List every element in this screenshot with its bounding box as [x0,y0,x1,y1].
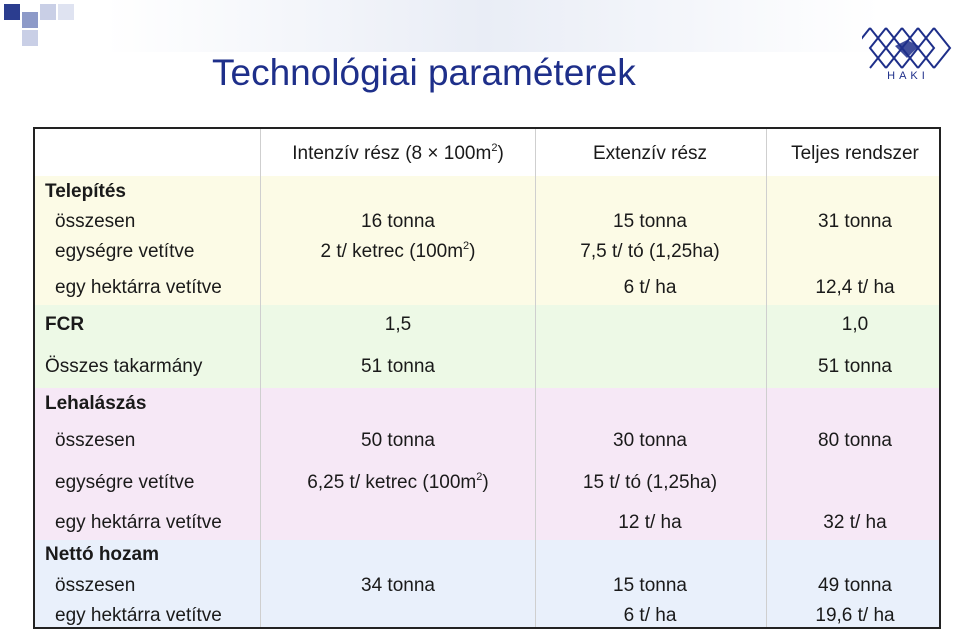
row-label: egységre vetítve [55,241,195,262]
cell-value: 80 tonna [818,430,892,451]
cell-value: 32 t/ ha [823,512,887,533]
cell-value: 15 tonna [613,211,687,232]
band-telepites [35,176,939,305]
times-sign: × [427,143,439,164]
row-label: Összes takarmány [45,356,203,377]
header-total: Teljes rendszer [791,143,919,164]
column-divider [535,129,536,627]
row-label: összesen [55,430,136,451]
cell-value: 6 t/ ha [623,277,677,298]
column-divider [766,129,767,627]
section-heading-lehalaszas: Lehalászás [45,393,147,414]
haki-logo [862,27,952,69]
cell-value: 12,4 t/ ha [815,277,895,298]
row-label-fcr: FCR [45,314,85,335]
row-label: összesen [55,575,136,596]
row-label: egy hektárra vetítve [55,512,222,533]
row-label: egy hektárra vetítve [55,277,222,298]
header-extensive: Extenzív rész [592,143,708,164]
cell-value: 1,0 [841,314,869,335]
header-intensive: Intenzív rész (8 × 100m2) [292,142,504,164]
cell-value: 34 tonna [361,575,435,596]
cell-value: 16 tonna [361,211,435,232]
decor-square [22,30,38,46]
row-label: összesen [55,211,136,232]
decor-square [40,4,56,20]
cell-value: 7,5 t/ tó (1,25ha) [580,241,720,262]
row-label: egységre vetítve [55,472,195,493]
section-heading-netto: Nettó hozam [45,544,159,565]
cell-value: 49 tonna [818,575,892,596]
row-label: egy hektárra vetítve [55,605,222,626]
decor-square [58,4,74,20]
band-netto [35,540,939,627]
cell-value: 30 tonna [613,430,687,451]
cell-value: 50 tonna [361,430,435,451]
cell-value: 19,6 t/ ha [815,605,895,626]
parameter-table: Intenzív rész (8 × 100m2) Extenzív rész … [33,127,941,629]
cell-value: 15 tonna [613,575,687,596]
band-lehalaszas [35,388,939,540]
decor-square [4,4,20,20]
decor-square [22,12,38,28]
section-heading-telepites: Telepítés [45,181,126,202]
cell-value: 51 tonna [361,356,435,377]
column-divider [260,129,261,627]
cell-value: 51 tonna [818,356,892,377]
cell-value: 12 t/ ha [618,512,682,533]
cell-value: 1,5 [384,314,412,335]
cell-value: 15 t/ tó (1,25ha) [582,472,718,493]
cell-value: 6 t/ ha [623,605,677,626]
cell-value: 2 t/ ketrec (100m2) [320,240,476,262]
header-band [0,0,880,52]
band-fcr [35,305,939,388]
page-title: Technológiai paraméterek [212,52,636,93]
logo-text: HAKI [887,70,929,82]
cell-value: 6,25 t/ ketrec (100m2) [307,471,489,493]
band-header [35,129,939,176]
cell-value: 31 tonna [818,211,892,232]
